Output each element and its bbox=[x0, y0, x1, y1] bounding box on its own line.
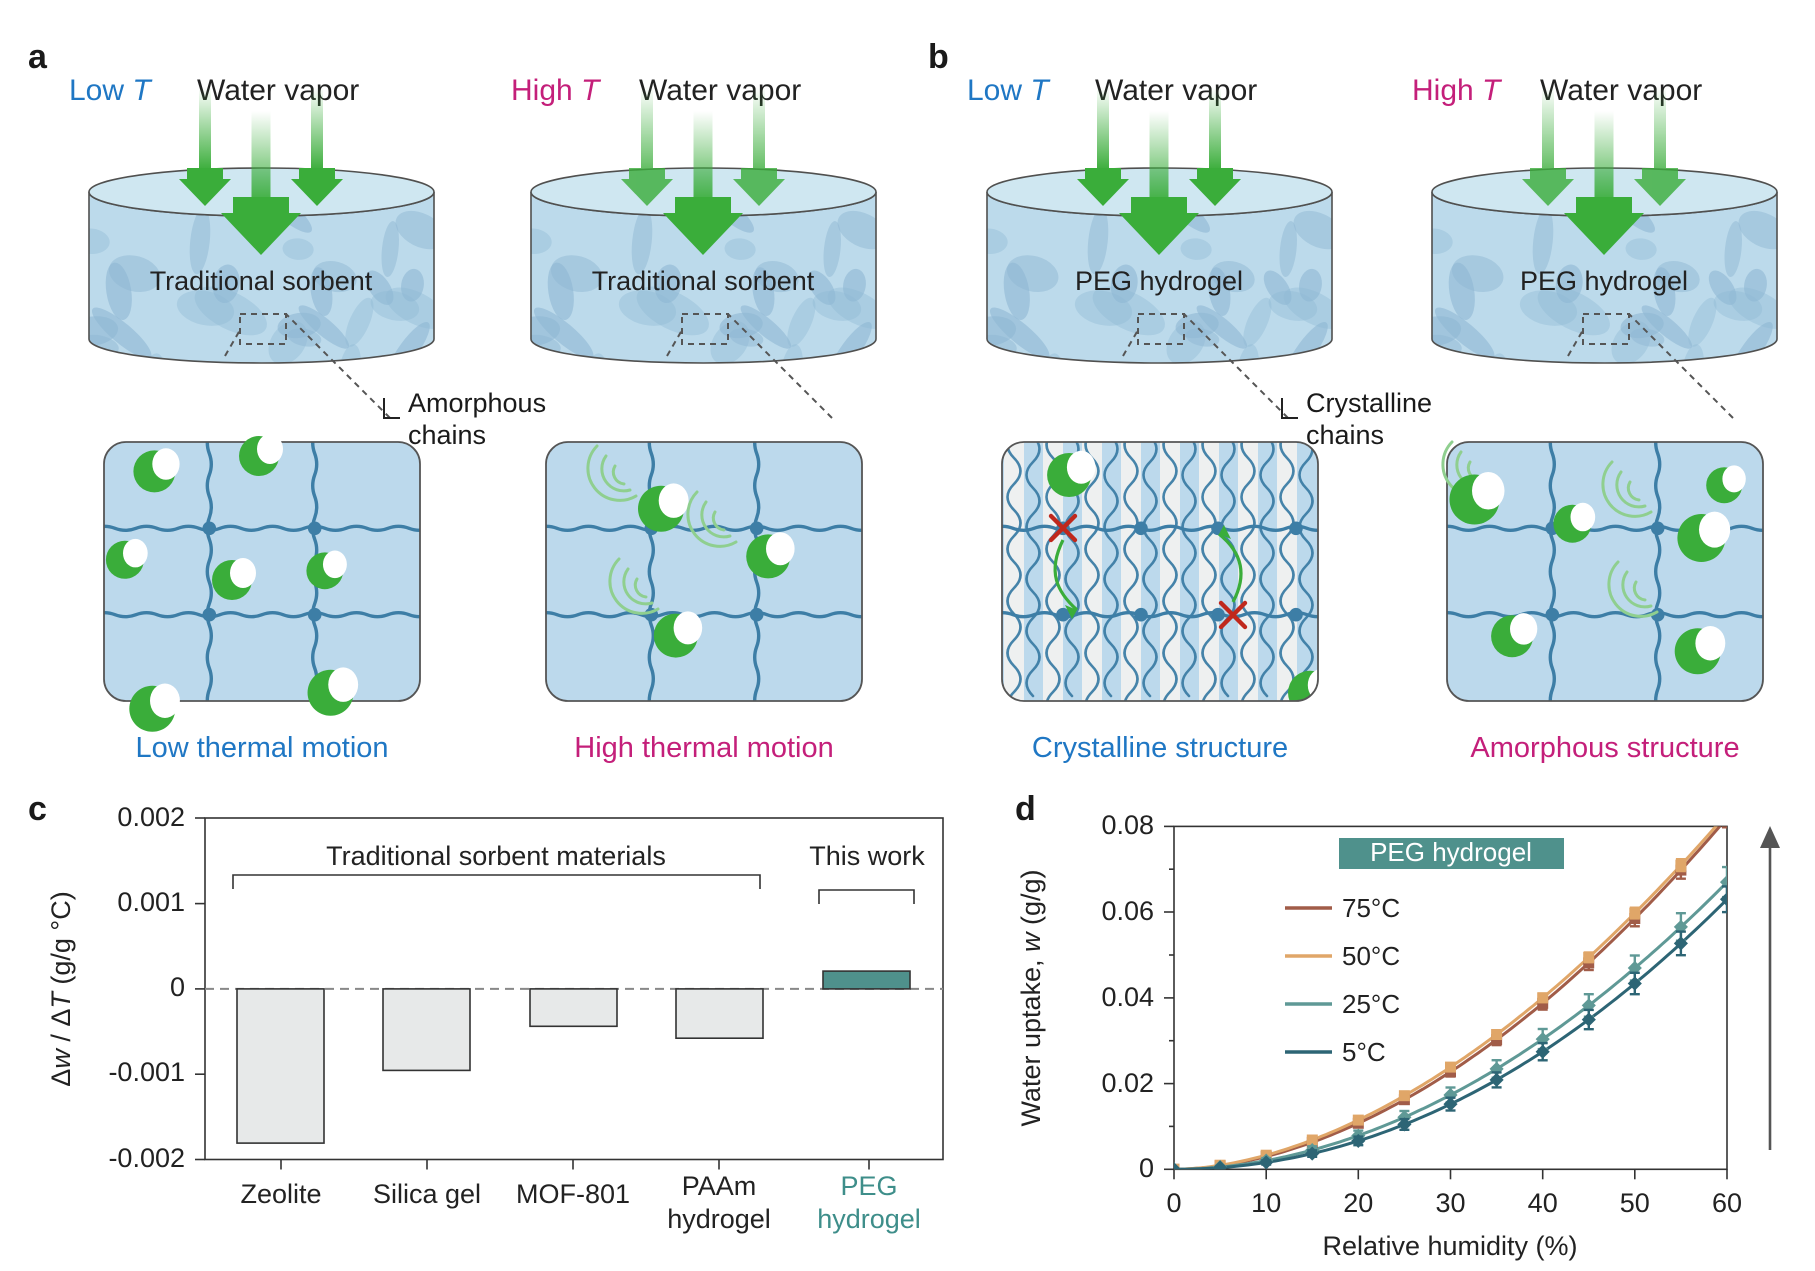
svg-text:60: 60 bbox=[1712, 1188, 1742, 1218]
svg-text:Traditional sorbent: Traditional sorbent bbox=[150, 266, 373, 296]
svg-text:Relative humidity (%): Relative humidity (%) bbox=[1322, 1231, 1577, 1261]
svg-text:Water uptake, w (g/g): Water uptake, w (g/g) bbox=[1016, 869, 1046, 1126]
svg-text:0.002: 0.002 bbox=[117, 802, 185, 832]
svg-text:Amorphous: Amorphous bbox=[408, 388, 546, 418]
svg-text:5°C: 5°C bbox=[1342, 1037, 1386, 1067]
svg-text:PEG hydrogel: PEG hydrogel bbox=[1075, 266, 1243, 296]
svg-text:hydrogel: hydrogel bbox=[667, 1204, 771, 1234]
svg-text:50°C: 50°C bbox=[1342, 941, 1400, 971]
svg-text:40: 40 bbox=[1528, 1188, 1558, 1218]
svg-text:d: d bbox=[1015, 790, 1036, 828]
svg-text:Water vapor: Water vapor bbox=[1540, 74, 1702, 107]
svg-text:chains: chains bbox=[408, 420, 486, 450]
svg-text:-0.001: -0.001 bbox=[108, 1057, 185, 1087]
svg-text:High T: High T bbox=[511, 74, 602, 107]
svg-text:High thermal motion: High thermal motion bbox=[574, 732, 834, 764]
svg-text:20: 20 bbox=[1343, 1188, 1373, 1218]
svg-text:High T: High T bbox=[1412, 74, 1503, 107]
svg-text:30: 30 bbox=[1435, 1188, 1465, 1218]
svg-text:a: a bbox=[28, 38, 48, 76]
svg-text:Low T: Low T bbox=[69, 74, 153, 107]
svg-text:This work: This work bbox=[809, 841, 925, 871]
svg-text:c: c bbox=[28, 790, 47, 828]
svg-text:PEG hydrogel: PEG hydrogel bbox=[1520, 266, 1688, 296]
svg-text:0: 0 bbox=[1166, 1188, 1181, 1218]
svg-text:PAAm: PAAm bbox=[682, 1171, 757, 1201]
svg-text:0.08: 0.08 bbox=[1101, 810, 1154, 840]
svg-text:Amorphous structure: Amorphous structure bbox=[1470, 732, 1739, 764]
svg-text:Water vapor: Water vapor bbox=[197, 74, 359, 107]
svg-text:25°C: 25°C bbox=[1342, 989, 1400, 1019]
svg-text:0.04: 0.04 bbox=[1101, 982, 1154, 1012]
svg-text:0.001: 0.001 bbox=[117, 887, 185, 917]
svg-text:PEG hydrogel: PEG hydrogel bbox=[1370, 837, 1532, 867]
svg-text:Water vapor: Water vapor bbox=[1095, 74, 1257, 107]
svg-text:0: 0 bbox=[1139, 1153, 1154, 1183]
svg-text:50: 50 bbox=[1620, 1188, 1650, 1218]
svg-text:0.06: 0.06 bbox=[1101, 896, 1154, 926]
svg-text:hydrogel: hydrogel bbox=[817, 1204, 921, 1234]
svg-text:Water vapor: Water vapor bbox=[639, 74, 801, 107]
svg-text:10: 10 bbox=[1251, 1188, 1281, 1218]
svg-text:chains: chains bbox=[1306, 420, 1384, 450]
svg-text:0.02: 0.02 bbox=[1101, 1068, 1154, 1098]
svg-text:Zeolite: Zeolite bbox=[240, 1179, 321, 1209]
svg-text:PEG: PEG bbox=[840, 1171, 897, 1201]
svg-text:Traditional sorbent materials: Traditional sorbent materials bbox=[326, 841, 666, 871]
svg-text:Crystalline structure: Crystalline structure bbox=[1032, 732, 1288, 764]
svg-text:Low T: Low T bbox=[967, 74, 1051, 107]
svg-text:0: 0 bbox=[170, 972, 185, 1002]
svg-text:Δw / ΔT (g/g °C): Δw / ΔT (g/g °C) bbox=[46, 891, 76, 1086]
svg-text:-0.002: -0.002 bbox=[108, 1143, 185, 1173]
svg-text:b: b bbox=[928, 38, 949, 76]
svg-text:Silica gel: Silica gel bbox=[373, 1179, 481, 1209]
svg-text:Low thermal motion: Low thermal motion bbox=[135, 732, 388, 764]
svg-text:MOF-801: MOF-801 bbox=[516, 1179, 630, 1209]
svg-text:75°C: 75°C bbox=[1342, 893, 1400, 923]
svg-text:Traditional sorbent: Traditional sorbent bbox=[592, 266, 815, 296]
svg-text:Crystalline: Crystalline bbox=[1306, 388, 1432, 418]
